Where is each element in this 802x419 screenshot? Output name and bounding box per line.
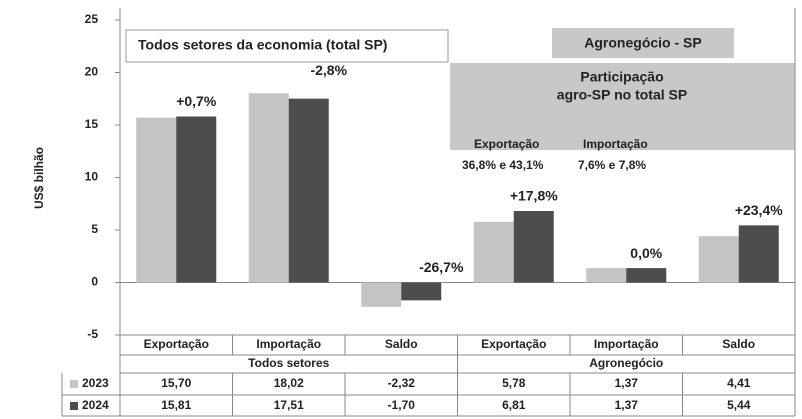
annotation: -26,7% — [419, 259, 464, 275]
bar — [473, 221, 514, 283]
y-tick-label: 0 — [91, 275, 98, 289]
table-value: 6,81 — [502, 398, 526, 412]
bar — [248, 93, 289, 283]
table-value: -1,70 — [388, 398, 416, 412]
participation-value: 36,8% e 43,1% — [462, 158, 544, 172]
legend-swatch — [70, 402, 78, 410]
x-tick-label: Saldo — [385, 337, 418, 351]
annotation: +17,8% — [510, 188, 558, 204]
bar — [136, 117, 177, 283]
annotation: +0,7% — [176, 93, 217, 109]
annotation: -2,8% — [310, 62, 347, 78]
bar — [361, 282, 402, 307]
table-value: 1,37 — [615, 376, 639, 390]
y-axis-label: US$ bilhão — [32, 147, 46, 209]
table-value: 15,81 — [161, 398, 191, 412]
y-tick-label: 10 — [85, 170, 99, 184]
agro-box — [552, 28, 734, 58]
participation-title: agro-SP no total SP — [557, 87, 687, 103]
annotation: +23,4% — [735, 202, 783, 218]
y-tick-label: -5 — [87, 327, 98, 341]
participation-title: Participação — [580, 69, 663, 85]
group-label: Agronegócio — [589, 356, 663, 370]
y-tick-label: 20 — [85, 65, 99, 79]
participation-box — [450, 63, 795, 150]
table-value: 18,02 — [274, 376, 304, 390]
x-tick-label: Exportação — [144, 337, 209, 351]
table-value: 1,37 — [615, 398, 639, 412]
bar — [513, 210, 554, 283]
x-tick-label: Saldo — [722, 337, 755, 351]
participation-label: Exportação — [474, 137, 539, 151]
group-label: Todos setores — [248, 356, 329, 370]
bar — [401, 282, 442, 301]
total-box — [125, 29, 449, 63]
bar — [288, 98, 329, 283]
table-value: -2,32 — [388, 376, 416, 390]
participation-label: Importação — [583, 137, 648, 151]
legend-label: 2024 — [82, 398, 109, 412]
table-value: 5,78 — [502, 376, 526, 390]
x-tick-label: Importação — [594, 337, 659, 351]
legend-swatch — [70, 380, 78, 388]
total-box-label: Todos setores da economia (total SP) — [138, 37, 387, 53]
bar — [176, 116, 217, 283]
annotation: 0,0% — [630, 245, 662, 261]
x-tick-label: Importação — [256, 337, 321, 351]
legend-label: 2023 — [82, 376, 109, 390]
bar — [738, 225, 779, 283]
y-tick-label: 5 — [91, 222, 98, 236]
bar — [586, 268, 627, 283]
table-value: 15,70 — [161, 376, 191, 390]
table-value: 4,41 — [727, 376, 751, 390]
bar — [698, 236, 739, 283]
y-tick-label: 15 — [85, 117, 99, 131]
y-tick-label: 25 — [85, 12, 99, 26]
x-tick-label: Exportação — [481, 337, 546, 351]
bar — [626, 268, 667, 283]
table-value: 17,51 — [274, 398, 304, 412]
agro-box-label: Agronegócio - SP — [584, 35, 701, 51]
table-value: 5,44 — [727, 398, 751, 412]
participation-value: 7,6% e 7,8% — [578, 158, 646, 172]
